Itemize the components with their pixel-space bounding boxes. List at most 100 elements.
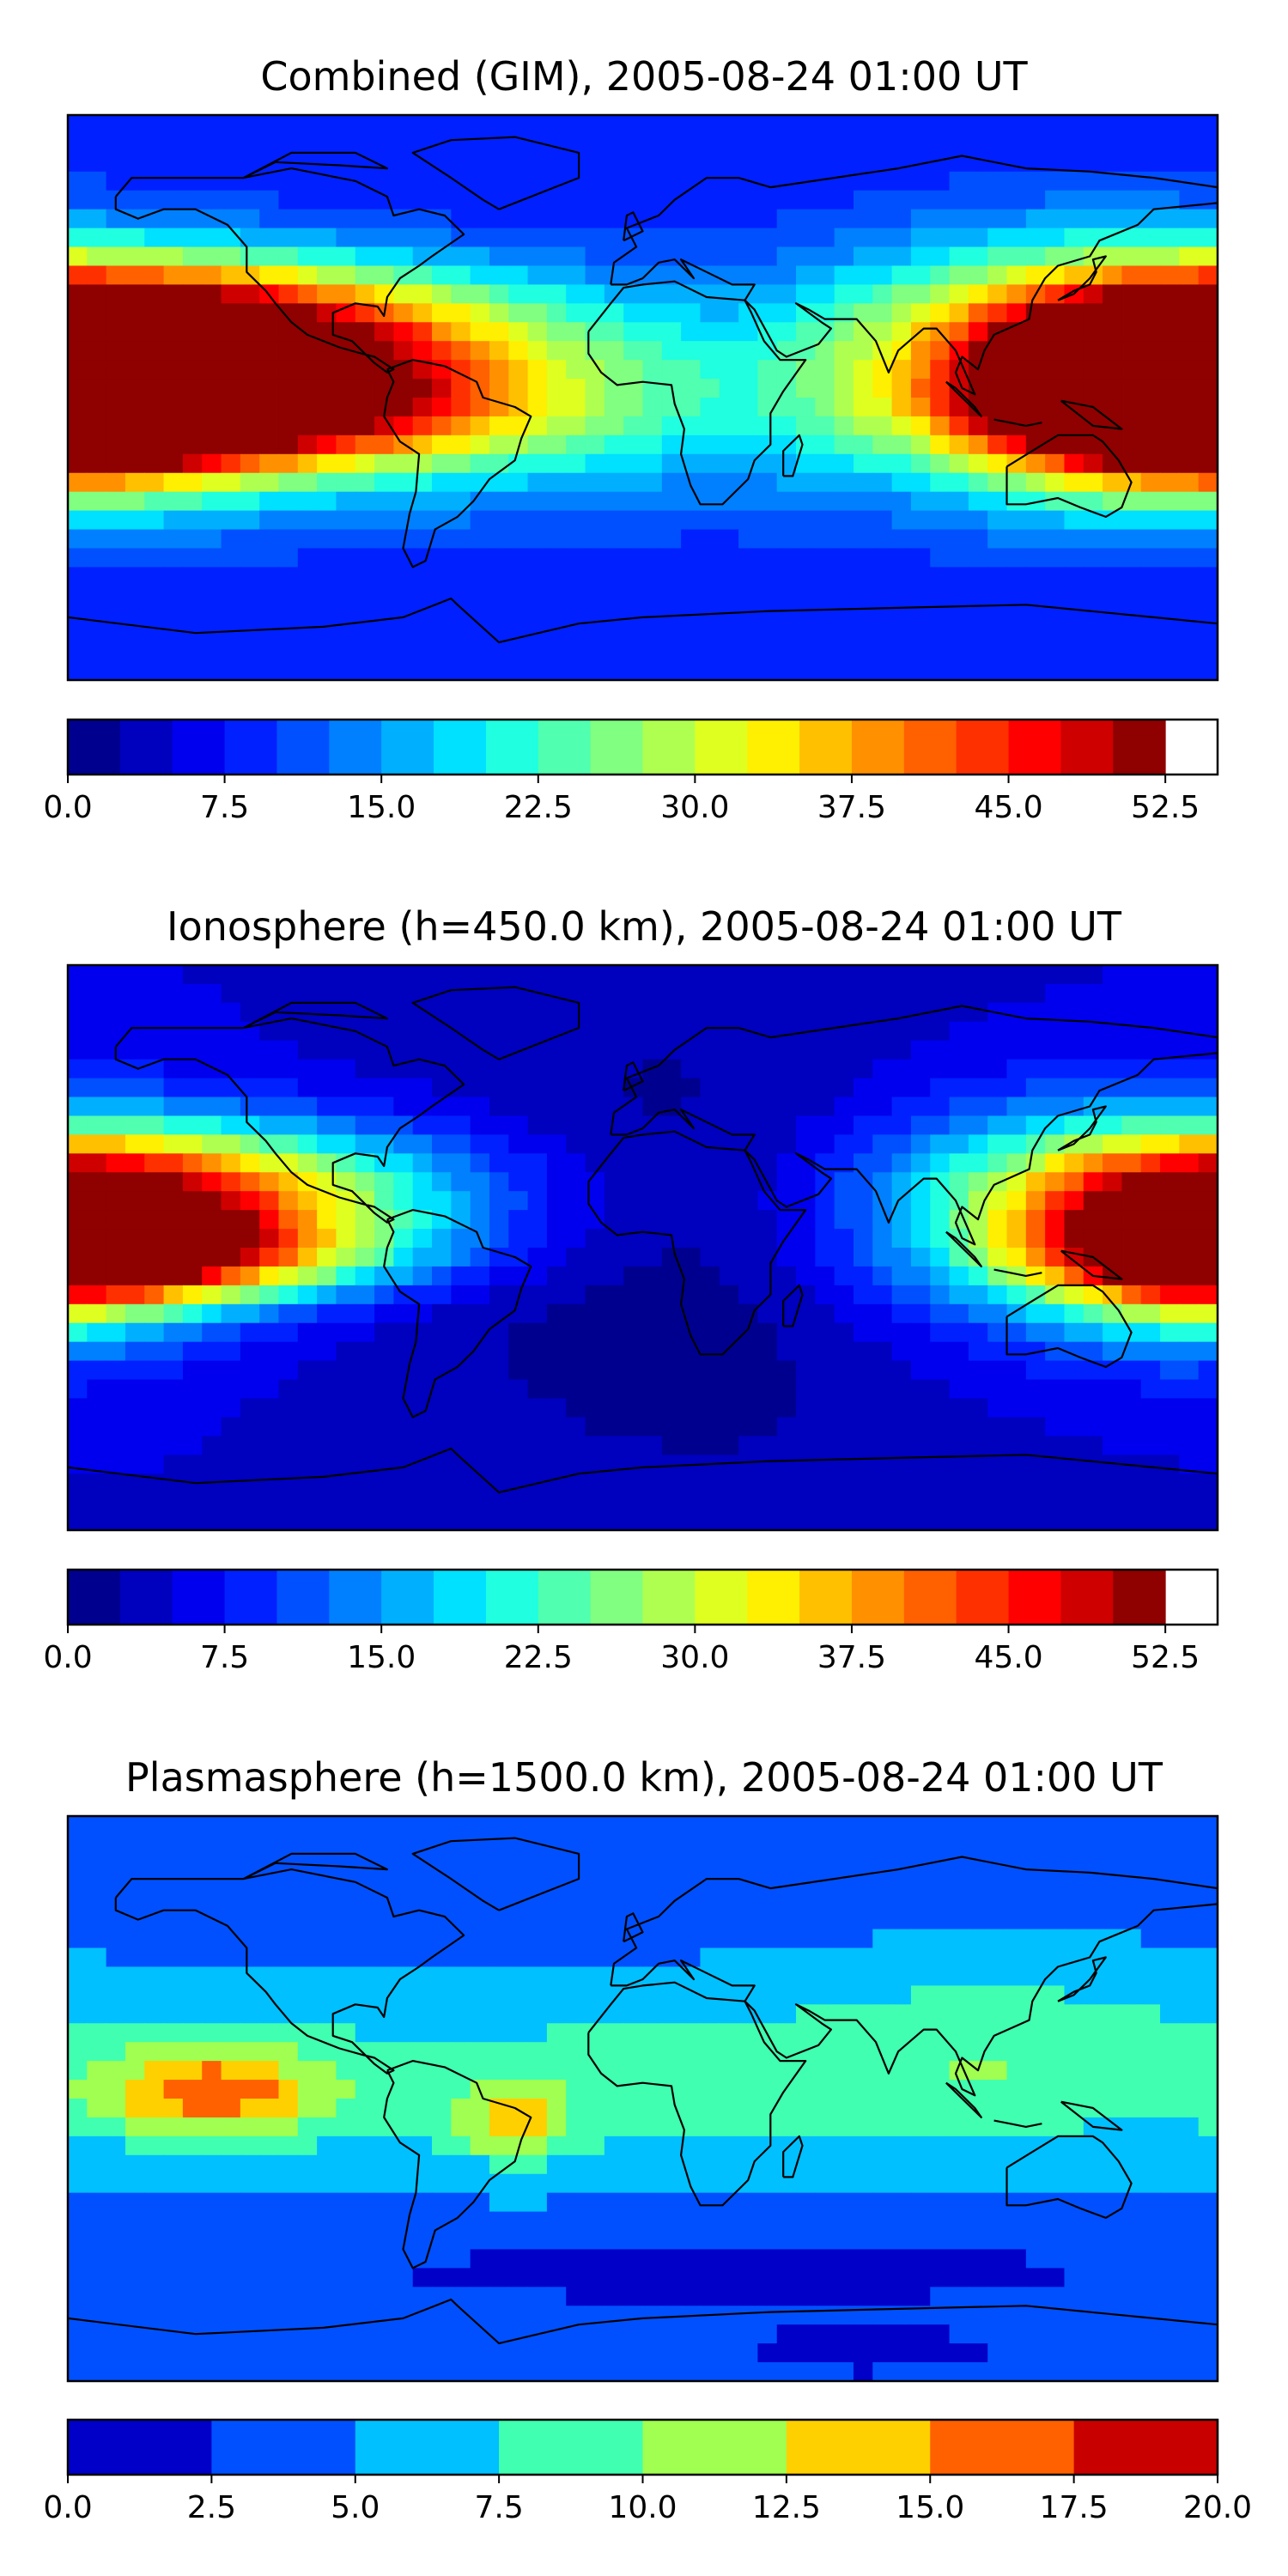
- field-cell: [374, 1853, 394, 1874]
- field-cell: [757, 284, 778, 304]
- field-cell: [1160, 605, 1180, 624]
- field-cell: [891, 1872, 912, 1893]
- field-cell: [968, 567, 988, 586]
- field-cell: [891, 2173, 912, 2194]
- field-cell: [834, 1078, 854, 1098]
- field-cell: [240, 115, 260, 135]
- field-cell: [1160, 152, 1180, 173]
- field-cell: [1103, 491, 1123, 512]
- field-cell: [317, 341, 337, 361]
- field-cell: [1006, 605, 1027, 624]
- field-cell: [297, 1191, 318, 1211]
- field-cell: [853, 2099, 873, 2118]
- field-cell: [891, 1229, 912, 1249]
- field-cell: [451, 1248, 471, 1267]
- field-cell: [891, 379, 912, 398]
- field-cell: [642, 1816, 663, 1836]
- field-cell: [87, 510, 107, 531]
- field-cell: [681, 341, 702, 361]
- field-cell: [87, 453, 107, 474]
- field-cell: [757, 1929, 778, 1949]
- field-cell: [910, 1040, 931, 1060]
- field-cell: [412, 152, 433, 173]
- field-cell: [623, 1436, 644, 1455]
- field-cell: [757, 2042, 778, 2062]
- field-cell: [1179, 1360, 1200, 1381]
- field-cell: [853, 1341, 873, 1362]
- field-cell: [1160, 228, 1180, 248]
- field-cell: [546, 586, 567, 605]
- field-cell: [259, 322, 280, 342]
- field-cell: [681, 1360, 702, 1381]
- field-cell: [910, 1398, 931, 1418]
- field-cell: [853, 1929, 873, 1949]
- field-cell: [1006, 1153, 1027, 1173]
- field-cell: [776, 1210, 797, 1230]
- field-cell: [1083, 1059, 1103, 1079]
- field-cell: [1198, 379, 1218, 398]
- field-cell: [796, 1417, 816, 1437]
- field-cell: [546, 2004, 567, 2024]
- field-cell: [1198, 1910, 1218, 1930]
- field-cell: [297, 1511, 318, 1531]
- field-cell: [949, 398, 969, 417]
- field-cell: [182, 1436, 203, 1455]
- field-cell: [738, 1511, 758, 1531]
- field-cell: [891, 133, 912, 154]
- field-cell: [566, 2192, 586, 2213]
- field-cell: [546, 2042, 567, 2062]
- field-cell: [297, 2136, 318, 2156]
- field-cell: [1121, 398, 1142, 417]
- field-cell: [182, 171, 203, 191]
- field-cell: [700, 1341, 720, 1362]
- field-cell: [182, 1511, 203, 1531]
- field-cell: [259, 2154, 280, 2175]
- field-cell: [546, 416, 567, 436]
- field-cell: [336, 1511, 356, 1531]
- field-cell: [681, 1436, 702, 1455]
- field-cell: [68, 171, 88, 191]
- field-cell: [527, 303, 548, 323]
- field-cell: [202, 529, 222, 550]
- field-cell: [1025, 1210, 1046, 1230]
- field-cell: [987, 586, 1008, 605]
- field-cell: [125, 246, 145, 267]
- field-cell: [546, 1191, 567, 1211]
- field-cell: [259, 1398, 280, 1418]
- field-cell: [1025, 1417, 1046, 1437]
- field-cell: [1025, 2099, 1046, 2118]
- field-cell: [930, 1078, 951, 1098]
- field-cell: [930, 1097, 951, 1117]
- field-cell: [317, 491, 337, 512]
- field-cell: [949, 1210, 969, 1230]
- field-cell: [738, 1040, 758, 1060]
- field-cell: [623, 1266, 644, 1286]
- field-cell: [106, 1134, 126, 1154]
- field-cell: [1179, 1078, 1200, 1098]
- field-cell: [259, 246, 280, 267]
- field-cell: [163, 1816, 184, 1836]
- field-cell: [1179, 965, 1200, 985]
- field-cell: [432, 190, 452, 210]
- field-cell: [623, 416, 644, 436]
- field-cell: [987, 228, 1008, 248]
- field-cell: [489, 398, 509, 417]
- field-cell: [1179, 1210, 1200, 1230]
- field-cell: [1006, 303, 1027, 323]
- field-cell: [182, 2061, 203, 2081]
- field-cell: [1179, 379, 1200, 398]
- field-cell: [815, 472, 835, 493]
- field-cell: [259, 2004, 280, 2024]
- field-cell: [566, 2099, 586, 2118]
- field-cell: [604, 1473, 624, 1493]
- field-cell: [144, 1816, 165, 1836]
- field-cell: [738, 491, 758, 512]
- field-cell: [738, 1816, 758, 1836]
- field-cell: [68, 265, 88, 285]
- field-cell: [642, 2061, 663, 2081]
- field-cell: [738, 1059, 758, 1079]
- field-cell: [1045, 1910, 1066, 1930]
- field-cell: [106, 1021, 126, 1042]
- field-cell: [374, 228, 394, 248]
- field-cell: [125, 1910, 145, 1930]
